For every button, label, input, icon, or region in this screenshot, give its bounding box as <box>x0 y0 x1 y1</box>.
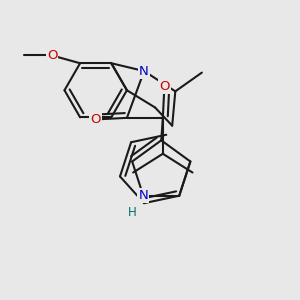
Text: N: N <box>139 64 149 77</box>
Text: O: O <box>159 80 169 93</box>
Text: O: O <box>91 113 101 126</box>
Text: N: N <box>138 189 148 202</box>
Text: O: O <box>47 49 57 62</box>
Text: H: H <box>128 206 137 219</box>
